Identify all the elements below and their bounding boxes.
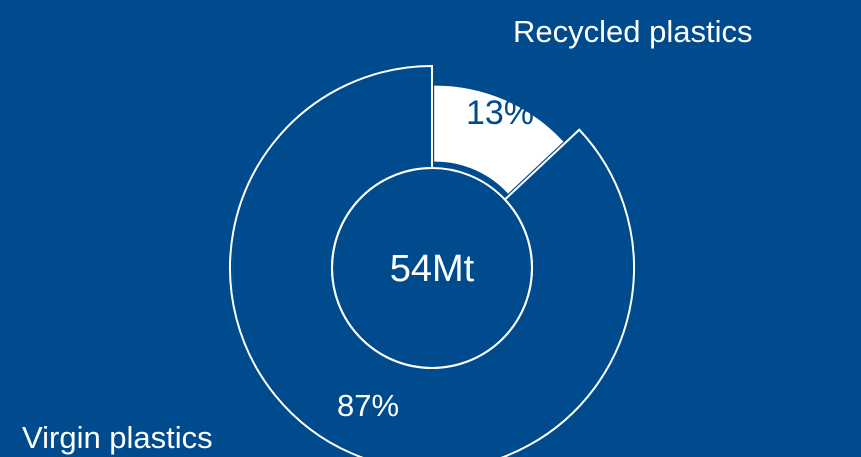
slice-recycled-plastics xyxy=(434,85,564,194)
category-label-recycled-plastics: Recycled plastics xyxy=(513,14,752,49)
donut-inner-circle xyxy=(331,167,533,369)
slice-label-virgin-plastics: 87% xyxy=(337,388,399,423)
center-label: 54Mt xyxy=(390,248,475,290)
category-label-virgin-plastics: Virgin plastics xyxy=(22,420,213,455)
slice-label-recycled-plastics: 13% xyxy=(466,94,534,132)
